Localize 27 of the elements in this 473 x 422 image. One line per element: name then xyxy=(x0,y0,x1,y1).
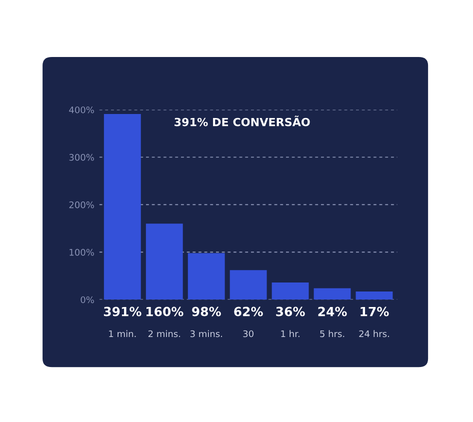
data-label: 17% xyxy=(360,306,389,316)
bar xyxy=(104,114,141,300)
x-tick-label: 2 mins. xyxy=(148,330,180,338)
x-tick-label: 5 hrs. xyxy=(320,330,344,338)
y-tick-label: 300% xyxy=(69,154,94,161)
x-tick-label: 30 xyxy=(243,330,254,338)
data-label: 98% xyxy=(192,306,221,316)
y-tick-label: 0% xyxy=(80,296,94,304)
bar xyxy=(188,253,225,300)
x-tick-label: 1 hr. xyxy=(281,330,300,338)
bar xyxy=(356,292,393,300)
annotation: 391% DE CONVERSÃO xyxy=(174,116,310,126)
x-tick-label: 3 mins. xyxy=(190,330,222,338)
data-label: 391% xyxy=(104,306,142,316)
data-label: 36% xyxy=(276,306,305,316)
bar xyxy=(146,224,183,300)
x-tick-label: 1 min. xyxy=(109,330,136,338)
data-label: 62% xyxy=(234,306,263,316)
data-label: 24% xyxy=(318,306,347,316)
x-tick-label: 24 hrs. xyxy=(359,330,389,338)
y-tick-label: 100% xyxy=(70,248,94,256)
y-tick-label: 200% xyxy=(69,201,94,208)
data-label: 160% xyxy=(146,306,184,316)
bar xyxy=(272,282,309,300)
bar xyxy=(314,288,351,300)
y-tick-label: 400% xyxy=(69,106,94,114)
bar xyxy=(230,270,267,300)
